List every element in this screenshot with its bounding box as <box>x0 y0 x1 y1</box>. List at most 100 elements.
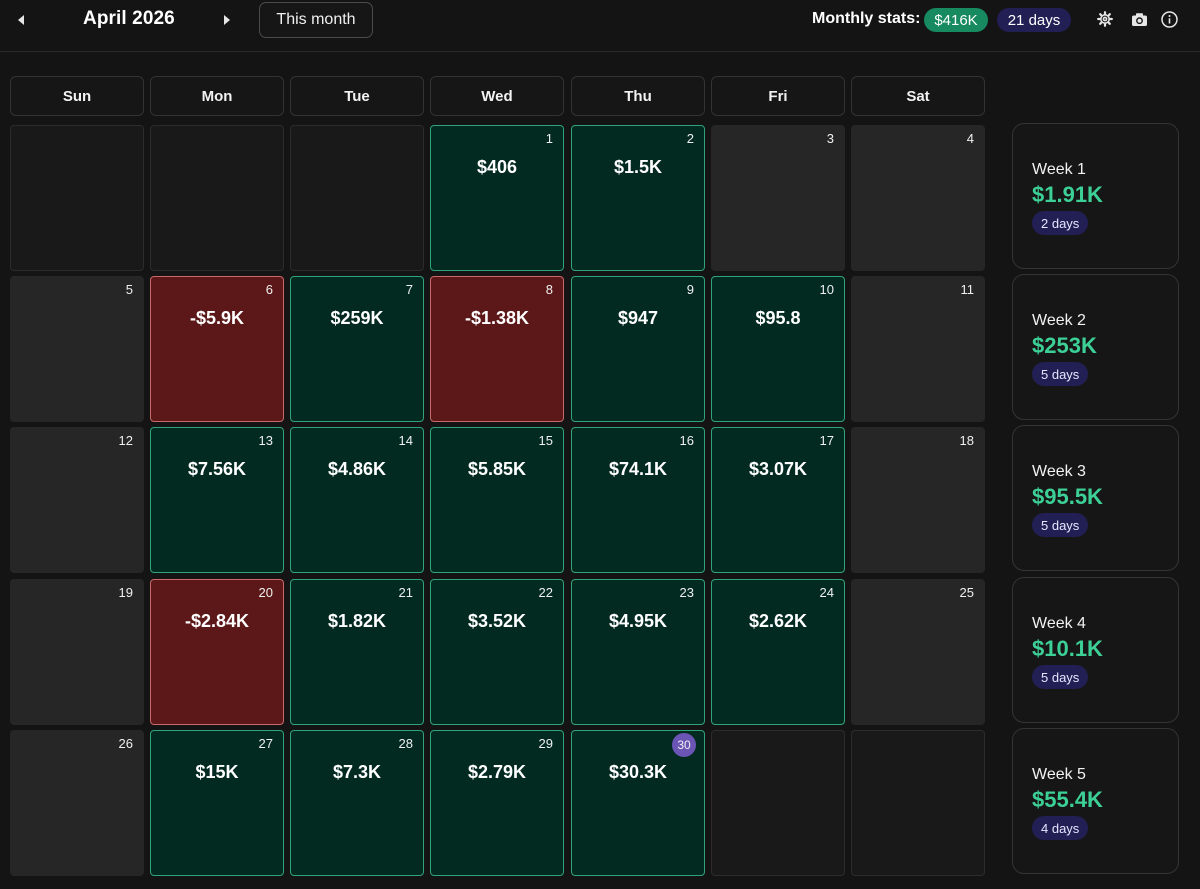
weekday-header-3: Wed <box>430 76 564 116</box>
week-days-badge: 5 days <box>1032 665 1089 689</box>
day-pnl-value: $7.56K <box>187 459 247 479</box>
day-cell-23[interactable]: 23 $4.95K <box>571 579 705 725</box>
info-icon[interactable] <box>1160 10 1178 28</box>
week-label: Week 1 <box>1032 161 1086 178</box>
day-pnl-value: $4.86K <box>327 459 387 479</box>
day-cell-4[interactable]: 4 <box>851 125 985 271</box>
empty-day-cell <box>290 125 424 271</box>
day-cell-28[interactable]: 28 $7.3K <box>290 730 424 876</box>
empty-day-cell <box>851 730 985 876</box>
week-total: $1.91K <box>1032 182 1103 207</box>
weekday-header-5: Fri <box>711 76 845 116</box>
day-number: 28 <box>398 736 413 751</box>
day-number: 12 <box>118 433 133 448</box>
calendar-toolbar: April 2026 This month Monthly stats: $41… <box>0 0 1200 52</box>
day-number: 23 <box>679 585 694 600</box>
day-number: 11 <box>960 282 975 297</box>
week-total: $95.5K <box>1032 484 1103 509</box>
day-cell-6[interactable]: 6 -$5.9K <box>150 276 284 422</box>
week-days-badge: 2 days <box>1032 211 1089 235</box>
day-number: 18 <box>959 433 974 448</box>
day-cell-27[interactable]: 27 $15K <box>150 730 284 876</box>
day-cell-16[interactable]: 16 $74.1K <box>571 427 705 573</box>
chevron-right-icon[interactable] <box>218 12 236 28</box>
day-number: 29 <box>538 736 553 751</box>
day-pnl-value: $259K <box>330 308 384 328</box>
day-number: 15 <box>538 433 553 448</box>
day-cell-24[interactable]: 24 $2.62K <box>711 579 845 725</box>
day-number: 10 <box>819 282 834 297</box>
day-cell-11[interactable]: 11 <box>851 276 985 422</box>
day-cell-29[interactable]: 29 $2.79K <box>430 730 564 876</box>
this-month-button[interactable]: This month <box>259 2 373 38</box>
day-pnl-value: $74.1K <box>608 459 668 479</box>
day-number: 24 <box>819 585 834 600</box>
day-cell-3[interactable]: 3 <box>711 125 845 271</box>
weekday-header-6: Sat <box>851 76 985 116</box>
day-cell-10[interactable]: 10 $95.8 <box>711 276 845 422</box>
day-number: 6 <box>265 282 273 297</box>
month-title: April 2026 <box>83 8 175 29</box>
day-number: 2 <box>686 131 694 146</box>
camera-icon[interactable] <box>1130 10 1148 28</box>
day-cell-21[interactable]: 21 $1.82K <box>290 579 424 725</box>
day-cell-30[interactable]: 30 $30.3K <box>571 730 705 876</box>
day-cell-5[interactable]: 5 <box>10 276 144 422</box>
empty-day-cell <box>10 125 144 271</box>
day-cell-26[interactable]: 26 <box>10 730 144 876</box>
week-label: Week 4 <box>1032 615 1086 632</box>
day-cell-22[interactable]: 22 $3.52K <box>430 579 564 725</box>
weekday-header-1: Mon <box>150 76 284 116</box>
chevron-left-icon[interactable] <box>12 12 30 28</box>
day-number: 26 <box>118 736 133 751</box>
week-total: $10.1K <box>1032 636 1103 661</box>
day-cell-9[interactable]: 9 $947 <box>571 276 705 422</box>
day-number: 8 <box>545 282 553 297</box>
day-number: 5 <box>125 282 133 297</box>
day-cell-12[interactable]: 12 <box>10 427 144 573</box>
today-day-number: 30 <box>672 733 696 757</box>
day-cell-19[interactable]: 19 <box>10 579 144 725</box>
day-number: 19 <box>118 585 133 600</box>
week-total: $253K <box>1032 333 1097 358</box>
day-cell-15[interactable]: 15 $5.85K <box>430 427 564 573</box>
day-cell-17[interactable]: 17 $3.07K <box>711 427 845 573</box>
week-total: $55.4K <box>1032 787 1103 812</box>
day-pnl-value: $30.3K <box>608 762 668 782</box>
day-pnl-value: -$2.84K <box>184 611 250 631</box>
day-number: 25 <box>959 585 974 600</box>
day-number: 21 <box>398 585 413 600</box>
day-number: 14 <box>398 433 413 448</box>
day-cell-18[interactable]: 18 <box>851 427 985 573</box>
day-pnl-value: $3.52K <box>467 611 527 631</box>
day-number: 20 <box>258 585 273 600</box>
day-pnl-value: -$1.38K <box>464 308 530 328</box>
week-summary-5: Week 5 $55.4K 4 days <box>1012 728 1179 874</box>
day-pnl-value: $2.79K <box>467 762 527 782</box>
day-pnl-value: $1.82K <box>327 611 387 631</box>
week-label: Week 3 <box>1032 463 1086 480</box>
day-cell-14[interactable]: 14 $4.86K <box>290 427 424 573</box>
day-cell-1[interactable]: 1 $406 <box>430 125 564 271</box>
day-number: 7 <box>405 282 413 297</box>
day-pnl-value: $3.07K <box>748 459 808 479</box>
day-cell-25[interactable]: 25 <box>851 579 985 725</box>
day-cell-8[interactable]: 8 -$1.38K <box>430 276 564 422</box>
week-days-badge: 5 days <box>1032 513 1089 537</box>
day-number: 13 <box>258 433 273 448</box>
day-pnl-value: $1.5K <box>613 157 663 177</box>
day-number: 1 <box>545 131 553 146</box>
week-days-badge: 5 days <box>1032 362 1089 386</box>
day-cell-7[interactable]: 7 $259K <box>290 276 424 422</box>
day-pnl-value: $4.95K <box>608 611 668 631</box>
gear-icon[interactable] <box>1096 10 1114 28</box>
empty-day-cell <box>150 125 284 271</box>
day-pnl-value: $95.8 <box>755 308 801 328</box>
monthly-total-badge: $416K <box>924 8 988 32</box>
day-cell-2[interactable]: 2 $1.5K <box>571 125 705 271</box>
day-cell-13[interactable]: 13 $7.56K <box>150 427 284 573</box>
day-cell-20[interactable]: 20 -$2.84K <box>150 579 284 725</box>
day-number: 9 <box>686 282 694 297</box>
day-number: 17 <box>819 433 834 448</box>
